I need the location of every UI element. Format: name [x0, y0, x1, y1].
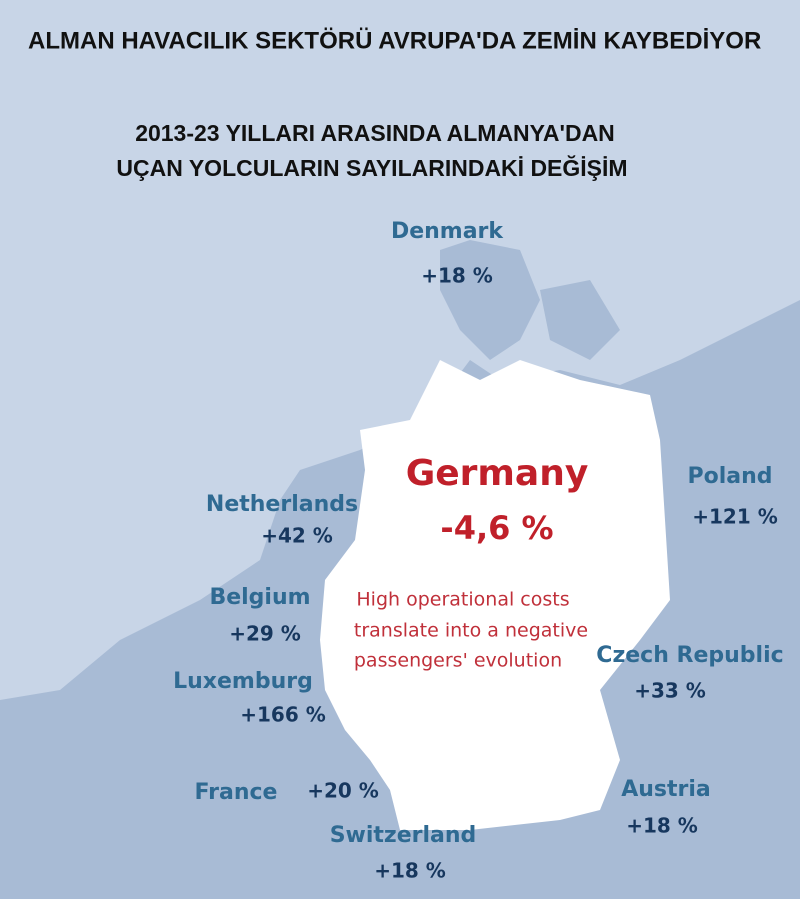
country-name: Switzerland — [330, 823, 477, 848]
country-name: Austria — [621, 777, 711, 802]
country-change: +121 % — [692, 505, 778, 529]
germany-shape — [320, 360, 670, 830]
denmark-land — [440, 240, 540, 360]
germany-note: High operational costs — [356, 589, 569, 611]
country-name: Netherlands — [206, 492, 358, 517]
country-change: +42 % — [261, 524, 333, 548]
title: ALMAN HAVACILIK SEKTÖRÜ AVRUPA'DA ZEMİN … — [28, 27, 761, 54]
country-name: Luxemburg — [173, 669, 313, 694]
country-change: +18 % — [421, 264, 493, 288]
germany-name: Germany — [406, 453, 589, 494]
island — [540, 280, 620, 360]
country-change: +18 % — [374, 859, 446, 883]
subtitle: UÇAN YOLCULARIN SAYILARINDAKİ DEĞİŞİM — [116, 154, 627, 181]
country-change: +20 % — [307, 779, 379, 803]
country-change: +29 % — [229, 622, 301, 646]
country-change: +166 % — [240, 703, 326, 727]
germany-note: translate into a negative — [354, 620, 588, 642]
country-labels: Denmark +18 % Netherlands +42 % Belgium +29 %… — [173, 219, 784, 883]
country-change: +33 % — [634, 679, 706, 703]
country-change: +18 % — [626, 814, 698, 838]
germany-note: passengers' evolution — [354, 650, 562, 672]
subtitle: 2013-23 YILLARI ARASINDA ALMANYA'DAN — [135, 120, 615, 146]
germany-change: -4,6 % — [440, 509, 553, 547]
country-name: France — [195, 780, 278, 805]
country-name: Denmark — [391, 219, 504, 244]
country-name: Belgium — [209, 585, 310, 610]
country-name: Poland — [687, 464, 772, 489]
country-name: Czech Republic — [596, 643, 783, 668]
